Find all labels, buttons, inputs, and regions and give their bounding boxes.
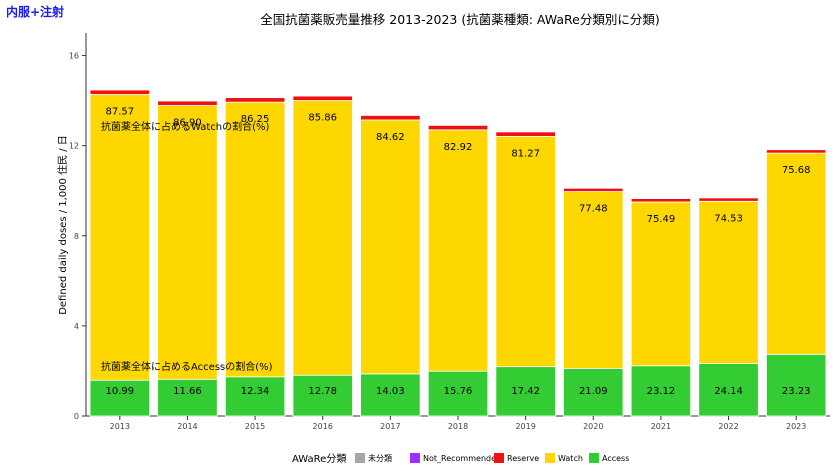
bar-segment-reserve [224, 97, 286, 103]
legend-swatch [545, 453, 555, 463]
bar-segment-reserve [89, 89, 150, 95]
access-percent-label: 23.12 [647, 386, 676, 397]
x-tick-label: 2019 [515, 422, 535, 431]
access-percent-label: 10.99 [105, 386, 134, 397]
access-percent-label: 12.78 [308, 386, 337, 397]
bar-segment-watch [360, 119, 421, 375]
bar-segment-access [292, 374, 353, 417]
x-tick-label: 2013 [110, 422, 130, 431]
access-percent-label: 21.09 [579, 386, 608, 397]
bar-segment-reserve [698, 197, 759, 202]
legend: AWaRe分類 未分類 Not_Recommended Reserve Watch Acc… [292, 453, 629, 465]
y-axis-title: Defined daily doses / 1,000 住民 / 日 [56, 135, 69, 315]
legend-label: Reserve [507, 454, 539, 463]
bar-segment-reserve [495, 131, 556, 137]
x-tick-label: 2023 [786, 422, 806, 431]
bar-segment-reserve [157, 100, 218, 106]
legend-swatch [589, 453, 599, 463]
chart-title: 全国抗菌薬販売量推移 2013-2023 (抗菌薬種類: AWaRe分類別に分類… [260, 12, 659, 27]
watch-percent-label: 75.49 [647, 214, 676, 225]
bar-segment-watch [630, 201, 692, 367]
bar-segment-watch [563, 191, 624, 369]
x-tick-label: 2016 [313, 422, 333, 431]
legend-label: Watch [558, 454, 583, 463]
plot-area: 0 4 8 12 16 2013 87.57 10.99 2014 86.90 11.66 2015 8… [69, 33, 830, 431]
legend-swatch [494, 453, 504, 463]
access-percent-label: 14.03 [376, 386, 405, 397]
legend-label: Not_Recommended [423, 454, 501, 463]
x-tick-label: 2022 [718, 422, 738, 431]
legend-swatch [355, 453, 365, 463]
y-tick-label: 8 [74, 232, 79, 241]
bar-segment-access [224, 376, 286, 417]
x-tick-label: 2015 [245, 422, 265, 431]
watch-percent-label: 85.86 [308, 113, 337, 124]
corner-label: 内服+注射 [6, 5, 65, 19]
y-tick-label: 4 [74, 322, 79, 331]
watch-percent-label: 87.57 [105, 107, 134, 118]
bar-segment-watch [224, 101, 286, 378]
access-percent-label: 17.42 [511, 386, 540, 397]
watch-percent-label: 86.25 [241, 114, 270, 125]
bar-segment-watch [766, 152, 827, 355]
x-tick-label: 2021 [651, 422, 671, 431]
access-percent-label: 24.14 [714, 386, 743, 397]
watch-percent-label: 82.92 [444, 142, 473, 153]
y-tick-label: 16 [69, 52, 79, 61]
watch-percent-label: 86.90 [173, 118, 202, 129]
legend-swatch [410, 453, 420, 463]
watch-percent-label: 77.48 [579, 204, 608, 215]
bar-segment-watch [157, 105, 218, 380]
bar-segment-watch [292, 100, 353, 376]
x-tick-label: 2020 [583, 422, 603, 431]
y-tick-label: 0 [74, 412, 79, 421]
bar-segment-access [698, 363, 759, 417]
bar-segment-watch [698, 200, 759, 364]
access-percent-label: 23.23 [782, 386, 811, 397]
x-tick-label: 2018 [448, 422, 468, 431]
bar-segment-watch [427, 129, 489, 372]
bar-segment-reserve [292, 95, 353, 101]
bar-segment-reserve [630, 198, 692, 203]
access-percent-label: 11.66 [173, 386, 202, 397]
bar-segment-reserve [360, 115, 421, 121]
watch-percent-label: 81.27 [511, 148, 540, 159]
legend-label: 未分類 [368, 453, 392, 463]
watch-percent-label: 75.68 [782, 165, 811, 176]
bar-segment-access [427, 370, 489, 417]
bar-segment-watch [89, 94, 150, 381]
watch-percent-label: 74.53 [714, 213, 743, 224]
bar-segment-reserve [766, 149, 827, 154]
bar-segment-watch [495, 136, 556, 368]
access-annotation: 抗菌薬全体に占めるAccessの割合(%) [101, 360, 273, 373]
bar-segment-access [157, 378, 218, 417]
bar-segment-reserve [563, 187, 624, 193]
watch-annotation: 抗菌薬全体に占めるWatchの割合(%) [101, 120, 270, 133]
bar-segment-reserve [427, 124, 489, 131]
access-percent-label: 12.34 [241, 386, 270, 397]
x-tick-label: 2017 [380, 422, 400, 431]
bar-segment-access [766, 353, 827, 417]
access-percent-label: 15.76 [444, 386, 473, 397]
watch-percent-label: 84.62 [376, 132, 405, 143]
bar-segment-access [563, 368, 624, 417]
y-tick-label: 12 [69, 142, 79, 151]
x-tick-label: 2014 [177, 422, 197, 431]
legend-title: AWaRe分類 [292, 453, 346, 465]
legend-label: Access [602, 454, 629, 463]
y-axis-title-group: Defined daily doses / 1,000 住民 / 日 [56, 135, 69, 315]
bar-segment-access [630, 365, 692, 417]
